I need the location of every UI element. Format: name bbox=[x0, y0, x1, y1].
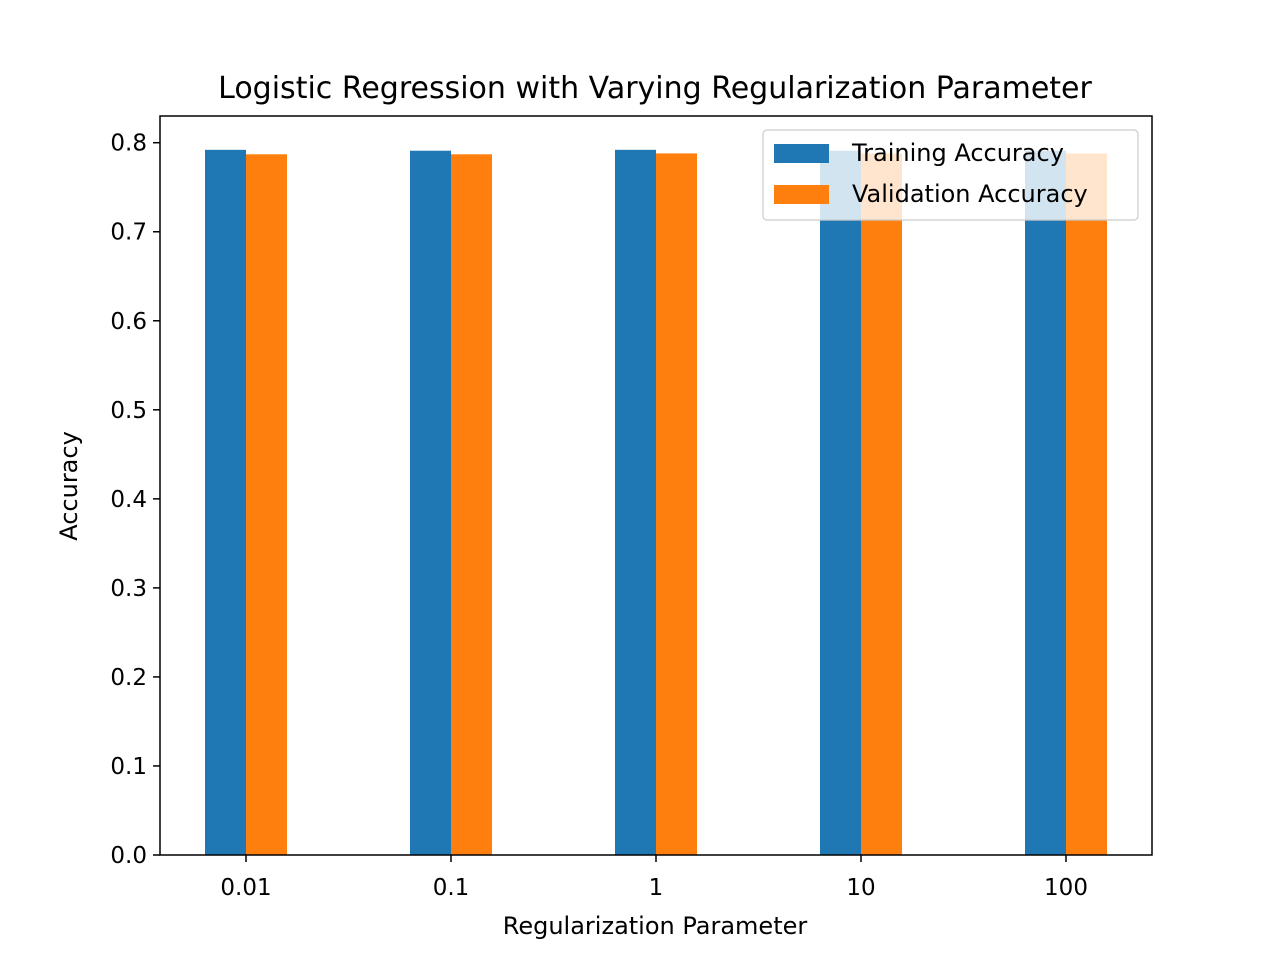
y-tick-label: 0.0 bbox=[110, 843, 147, 869]
legend-label: Validation Accuracy bbox=[852, 180, 1088, 208]
legend-label: Training Accuracy bbox=[851, 139, 1064, 167]
legend: Training Accuracy Validation Accuracy bbox=[762, 129, 1139, 221]
training-bar-1 bbox=[615, 149, 656, 855]
x-tick-label: 10 bbox=[846, 875, 875, 901]
training-bar-100 bbox=[1025, 150, 1066, 855]
training-bar-0.1 bbox=[410, 150, 451, 855]
legend-box bbox=[762, 129, 1139, 221]
training-bar-10 bbox=[820, 150, 861, 855]
legend-swatch bbox=[774, 185, 829, 204]
y-tick-label: 0.2 bbox=[110, 665, 147, 691]
x-tick-label: 100 bbox=[1044, 875, 1088, 901]
validation-bar-1 bbox=[656, 153, 697, 855]
x-tick-label: 0.01 bbox=[220, 875, 271, 901]
y-axis: 0.0 0.1 0.2 0.3 0.4 0.5 0.6 0.7 0.8 bbox=[110, 131, 160, 869]
y-tick-label: 0.5 bbox=[110, 398, 147, 424]
x-axis-label: Regularization Parameter bbox=[503, 912, 808, 940]
y-tick-label: 0.8 bbox=[110, 131, 147, 157]
x-tick-label: 0.1 bbox=[433, 875, 470, 901]
validation-bar-10 bbox=[861, 153, 902, 855]
validation-bar-0.1 bbox=[451, 154, 492, 856]
x-axis: 0.01 0.1 1 10 100 bbox=[220, 855, 1088, 901]
x-tick-label: 1 bbox=[649, 875, 664, 901]
plot-area bbox=[159, 115, 1153, 856]
chart-title: Logistic Regression with Varying Regular… bbox=[218, 71, 1092, 106]
validation-bar-0.01 bbox=[246, 154, 287, 856]
y-tick-label: 0.7 bbox=[110, 220, 147, 246]
legend-swatch bbox=[774, 144, 829, 163]
y-tick-label: 0.1 bbox=[110, 754, 147, 780]
y-tick-label: 0.4 bbox=[110, 487, 147, 513]
y-axis-label: Accuracy bbox=[55, 431, 83, 541]
y-tick-label: 0.6 bbox=[110, 309, 147, 335]
y-tick-label: 0.3 bbox=[110, 576, 147, 602]
validation-bar-100 bbox=[1066, 153, 1107, 855]
training-bar-0.01 bbox=[205, 149, 246, 855]
